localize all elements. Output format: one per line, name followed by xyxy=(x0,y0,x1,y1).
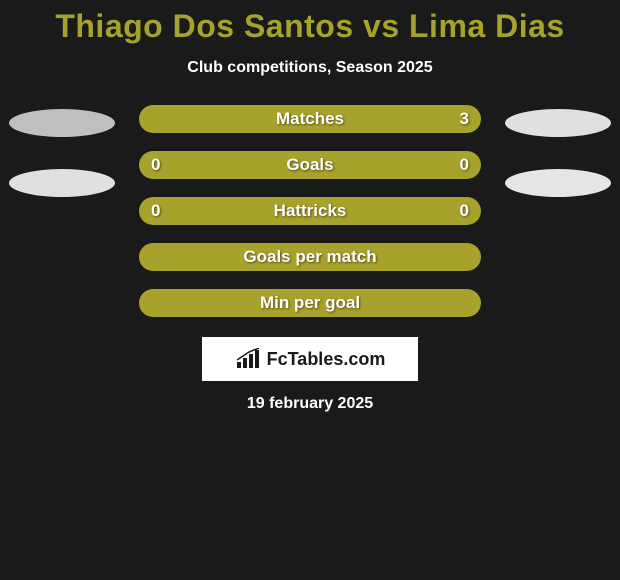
stat-label: Matches xyxy=(276,109,344,129)
subtitle: Club competitions, Season 2025 xyxy=(0,59,620,77)
stat-label: Min per goal xyxy=(260,293,360,313)
stat-left-value: 0 xyxy=(151,155,160,175)
bar-chart-icon xyxy=(235,348,261,370)
stat-row-goals-per-match: Goals per match xyxy=(139,243,481,271)
stat-row-matches: Matches 3 xyxy=(139,105,481,133)
comparison-card: Thiago Dos Santos vs Lima Dias Club comp… xyxy=(0,0,620,413)
stat-label: Goals per match xyxy=(243,247,376,267)
stats-area: Matches 3 0 Goals 0 0 Hattricks 0 Goals … xyxy=(0,105,620,317)
right-avatar-placeholder-2 xyxy=(505,169,611,197)
stat-label: Goals xyxy=(286,155,333,175)
stat-label: Hattricks xyxy=(274,201,347,221)
stat-right-value: 3 xyxy=(460,109,469,129)
stat-row-goals: 0 Goals 0 xyxy=(139,151,481,179)
logo-text: FcTables.com xyxy=(267,349,386,370)
left-avatar-column xyxy=(9,105,119,197)
page-title: Thiago Dos Santos vs Lima Dias xyxy=(0,8,620,45)
stat-right-value: 0 xyxy=(460,155,469,175)
right-avatar-placeholder-1 xyxy=(505,109,611,137)
logo-box[interactable]: FcTables.com xyxy=(202,337,418,381)
right-avatar-column xyxy=(501,105,611,197)
left-avatar-placeholder-2 xyxy=(9,169,115,197)
stats-column: Matches 3 0 Goals 0 0 Hattricks 0 Goals … xyxy=(139,105,481,317)
date-text: 19 february 2025 xyxy=(0,395,620,413)
stat-row-min-per-goal: Min per goal xyxy=(139,289,481,317)
stat-row-hattricks: 0 Hattricks 0 xyxy=(139,197,481,225)
left-avatar-placeholder-1 xyxy=(9,109,115,137)
stat-right-value: 0 xyxy=(460,201,469,221)
stat-left-value: 0 xyxy=(151,201,160,221)
